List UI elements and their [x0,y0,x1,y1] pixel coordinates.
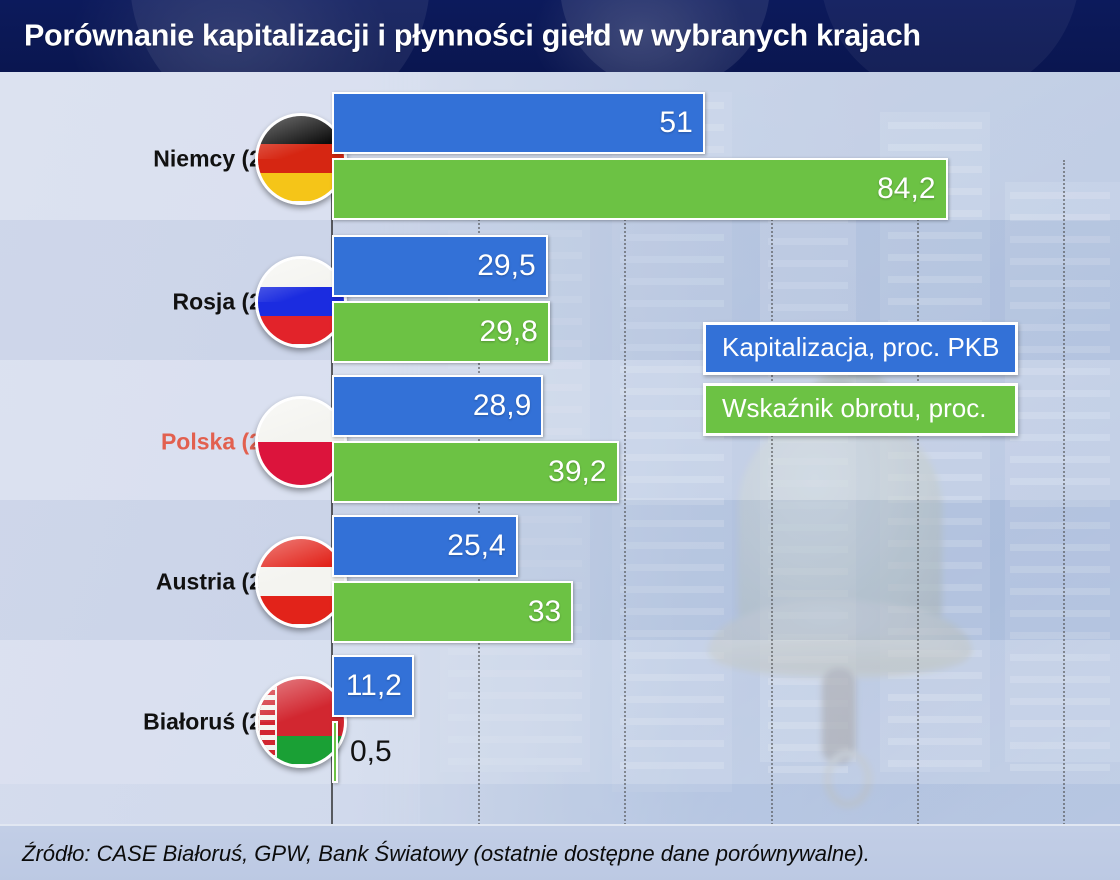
flag-poland-icon [255,395,347,488]
row-band [0,640,1120,784]
source-note: Źródło: CASE Białoruś, GPW, Bank Światow… [22,841,870,866]
bar-value-label: 33 [527,595,562,628]
page-title: Porównanie kapitalizacji i płynności gie… [24,18,921,53]
bar-capitalization[interactable] [332,235,548,297]
title-decoration-arc [130,0,430,72]
bar-turnover[interactable] [332,441,619,503]
title-decoration-arc [820,0,1080,72]
gridline [916,160,919,824]
chart-legend: Kapitalizacja, proc. PKB Wskaźnik obrotu… [703,322,1019,436]
bar-container: 84,2 [332,158,948,220]
chart-row: Rosja (2015) 29,5 29,8 [0,235,1120,368]
footer-bar: Źródło: CASE Białoruś, GPW, Bank Światow… [0,824,1120,880]
bar-capitalization[interactable] [332,655,414,717]
gridline [1063,160,1065,824]
bar-container: 29,5 [332,235,548,297]
title-bar: Porównanie kapitalizacji i płynności gie… [0,0,1120,72]
bar-container: 0,5 [332,721,392,783]
bar-turnover[interactable] [332,581,574,643]
bar-capitalization[interactable] [332,375,544,437]
bar-value-label: 28,9 [472,389,532,422]
bar-value-label: 29,5 [477,249,536,282]
bar-capitalization[interactable] [332,92,705,154]
flag-austria-icon [255,535,347,628]
bar-turnover[interactable] [332,301,550,363]
bar-container: 33 [332,581,574,643]
bar-turnover[interactable] [332,721,338,783]
bar-container: 25,4 [332,515,518,577]
bar-container: 11,2 [332,655,414,717]
chart-row: Polska (2015) 28,9 39,2 [0,375,1120,508]
chart-row: Niemcy (2015) 51 84,2 [0,92,1120,225]
bar-value-label: 51 [659,106,693,139]
gridline [624,160,627,824]
legend-item-turnover[interactable]: Wskaźnik obrotu, proc. [703,383,1019,436]
title-decoration-arc [560,0,770,72]
bar-value-label: 0,5 [350,735,392,768]
flag-belarus-icon [255,675,347,768]
bar-container: 29,8 [332,301,550,363]
bar-capitalization[interactable] [332,515,518,577]
flag-germany-icon [255,112,347,205]
bar-value-label: 25,4 [447,529,506,562]
bar-value-label: 29,8 [479,315,538,348]
chart-row: Białoruś (2016) 11,2 0,5 [0,655,1120,788]
bar-value-label: 39,2 [548,455,607,488]
bar-container: 51 [332,92,705,154]
gridline [770,160,773,824]
bar-container: 28,9 [332,375,544,437]
bar-value-label: 11,2 [345,669,402,702]
chart-canvas: Niemcy (2015) 51 84,2 Rosja (2015) 29,5 29,8 P… [0,72,1120,824]
bar-turnover[interactable] [332,158,948,220]
chart-row: Austria (2015) 25,4 33 [0,515,1120,648]
legend-item-capitalization[interactable]: Kapitalizacja, proc. PKB [703,322,1019,375]
bar-container: 39,2 [332,441,619,503]
bar-value-label: 84,2 [877,172,936,205]
